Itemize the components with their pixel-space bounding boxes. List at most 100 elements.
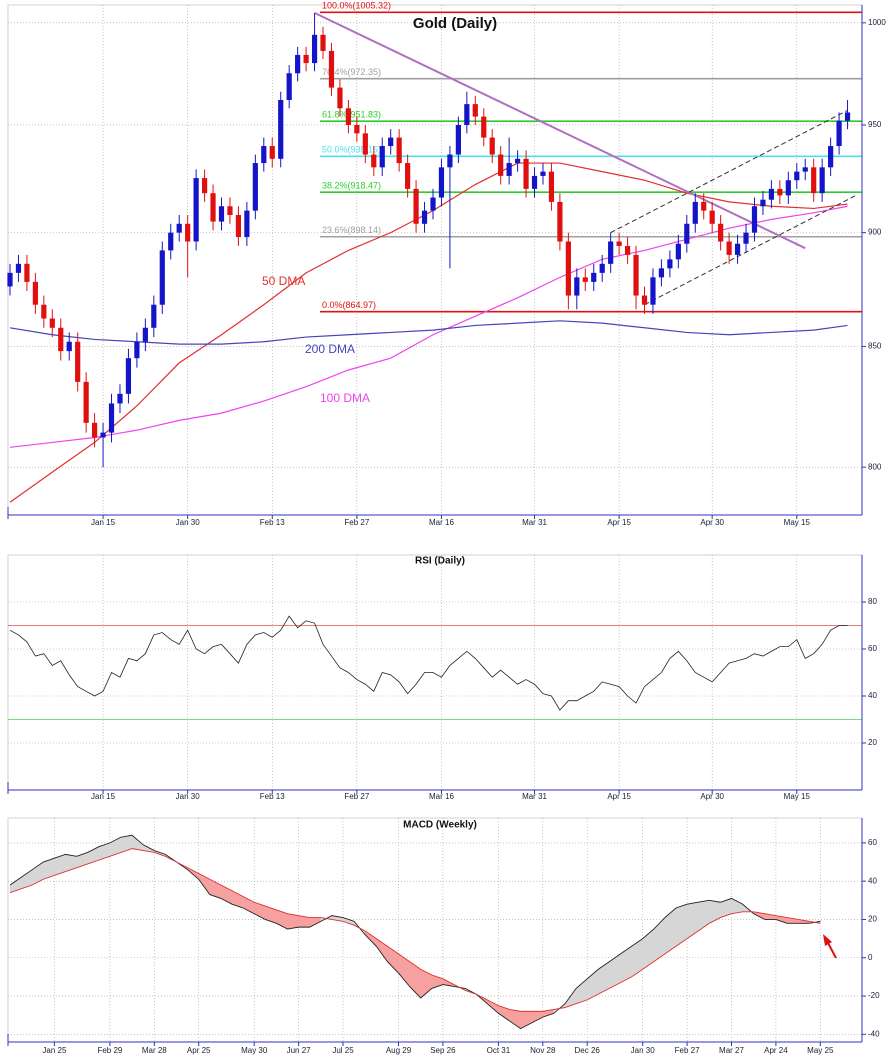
candle-body	[828, 146, 834, 168]
candle-body	[684, 223, 690, 244]
x-tick-label: Mar 31	[522, 792, 547, 801]
y-tick-label: 1000	[868, 18, 886, 27]
y-tick-label: 0	[868, 953, 873, 962]
candle-body	[396, 137, 402, 164]
y-tick-label: 800	[868, 462, 882, 471]
candle-body	[168, 232, 174, 251]
candle-body	[252, 163, 258, 211]
candle-body	[311, 34, 318, 64]
candle-body	[100, 432, 106, 438]
candle-body	[692, 201, 698, 224]
fib-label: 50.0%(935.15)	[322, 145, 381, 155]
candle-body	[447, 154, 453, 168]
candle-body	[751, 206, 758, 233]
candle-body	[760, 199, 766, 207]
candle-body	[565, 241, 571, 296]
x-tick-label: Mar 27	[719, 1046, 744, 1055]
y-tick-label: -40	[868, 1029, 880, 1038]
candle-body	[354, 124, 360, 134]
candle-body	[49, 318, 55, 328]
x-tick-label: May 15	[784, 792, 811, 801]
candle-body	[388, 137, 394, 147]
panel-frame	[7, 4, 863, 516]
x-tick-label: Dec 26	[575, 1046, 601, 1055]
ma-label: 50 DMA	[262, 274, 305, 288]
x-tick-label: Jan 25	[42, 1046, 67, 1055]
candle-body	[83, 381, 89, 423]
candle-body	[734, 243, 741, 255]
candle-body	[523, 158, 529, 189]
x-tick-label: Apr 15	[607, 792, 631, 801]
candle-body	[836, 120, 842, 147]
chart-title: Gold (Daily)	[413, 15, 497, 32]
x-tick-label: Jan 15	[91, 792, 116, 801]
x-tick-label: Oct 31	[487, 1046, 511, 1055]
candle-body	[328, 50, 335, 88]
x-tick-label: Feb 13	[260, 518, 285, 527]
macd-line	[9, 834, 821, 1030]
candle-body	[41, 304, 47, 319]
candle-body	[421, 210, 428, 224]
arrow-head	[823, 934, 832, 946]
x-tick-label: Jul 25	[332, 1046, 354, 1055]
fib-label: 61.8%(951.83)	[322, 110, 381, 120]
candle-body	[531, 175, 538, 189]
candle-body	[362, 133, 368, 155]
candle-body	[405, 163, 411, 189]
y-tick-label: 20	[868, 738, 877, 747]
x-tick-label: Jan 30	[631, 1046, 656, 1055]
candle-body	[701, 201, 707, 211]
candle-body	[557, 201, 563, 242]
candle-body	[337, 87, 343, 109]
candle-body	[438, 167, 445, 198]
candle-body	[667, 259, 673, 269]
panel-frame	[7, 554, 863, 791]
candle-body	[218, 206, 225, 222]
candle-body	[455, 124, 461, 155]
candle-body	[210, 193, 216, 222]
candle-body	[151, 304, 157, 328]
candle-body	[24, 263, 30, 282]
rsi-line	[9, 615, 848, 711]
candle-body	[379, 146, 385, 168]
y-tick-label: 950	[868, 120, 882, 129]
candle-body	[802, 167, 808, 172]
x-tick-label: Jan 30	[176, 518, 201, 527]
fib-label: 76.4%(972.35)	[322, 67, 381, 77]
candle-body	[498, 154, 504, 176]
x-tick-label: Feb 27	[675, 1046, 700, 1055]
candle-body	[591, 272, 597, 282]
candle-body	[413, 188, 419, 224]
candle-body	[125, 358, 132, 394]
candle-body	[641, 295, 648, 305]
candle-body	[777, 188, 783, 196]
candle-body	[675, 243, 681, 260]
x-tick-label: Aug 29	[386, 1046, 412, 1055]
ma-label: 200 DMA	[305, 342, 355, 356]
y-tick-label: 60	[868, 644, 877, 653]
candle-body	[320, 34, 326, 51]
moving-average	[9, 205, 848, 448]
candle-body	[32, 281, 38, 305]
candle-body	[227, 206, 233, 216]
x-tick-label: Sep 26	[430, 1046, 456, 1055]
candle-body	[371, 154, 377, 168]
candle-body	[66, 341, 72, 352]
y-tick-label: -20	[868, 991, 880, 1000]
candle-body	[794, 171, 800, 181]
candle-body	[844, 112, 851, 121]
x-tick-label: Mar 16	[429, 792, 454, 801]
candle-body	[481, 116, 487, 138]
chart-title: MACD (Weekly)	[403, 820, 477, 831]
candle-body	[15, 263, 22, 273]
candle-body	[819, 167, 825, 194]
candle-body	[574, 277, 580, 296]
candle-body	[515, 158, 521, 164]
x-tick-label: Apr 30	[700, 518, 724, 527]
x-tick-label: Apr 15	[607, 518, 631, 527]
candle-body	[599, 263, 605, 273]
candle-body	[608, 241, 614, 264]
x-tick-label: May 30	[241, 1046, 268, 1055]
candle-body	[616, 241, 622, 246]
x-tick-label: Jan 30	[176, 792, 201, 801]
